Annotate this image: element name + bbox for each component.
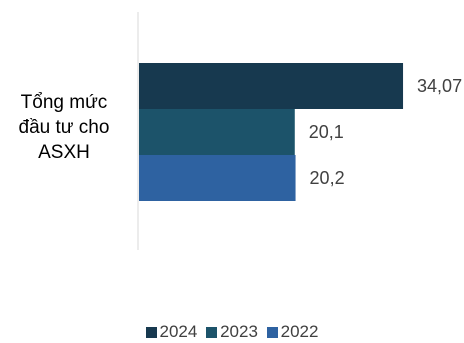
legend-label-2024: 2024 [159, 322, 198, 341]
legend-item-2023: 2023 [206, 322, 258, 342]
data-label-2023: 20,1 [309, 122, 344, 142]
legend-item-2022: 2022 [266, 322, 319, 342]
bar-2024 [139, 63, 404, 109]
data-label-2024: 34,07 [417, 76, 462, 96]
legend-item-2024: 2024 [145, 322, 198, 342]
legend-label-2022: 2022 [280, 322, 319, 341]
category-label: Tổng mức đầu tư cho ASXH [18, 92, 110, 163]
legend-label-2023: 2023 [220, 322, 258, 341]
legend-swatch-2022 [266, 326, 278, 338]
legend: 2024 2023 2022 [0, 322, 464, 343]
bar-2022 [139, 155, 296, 201]
bar-2023 [139, 109, 295, 155]
legend-swatch-2024 [145, 326, 157, 338]
data-label-2022: 20,2 [310, 168, 345, 188]
legend-swatch-2023 [206, 326, 218, 338]
